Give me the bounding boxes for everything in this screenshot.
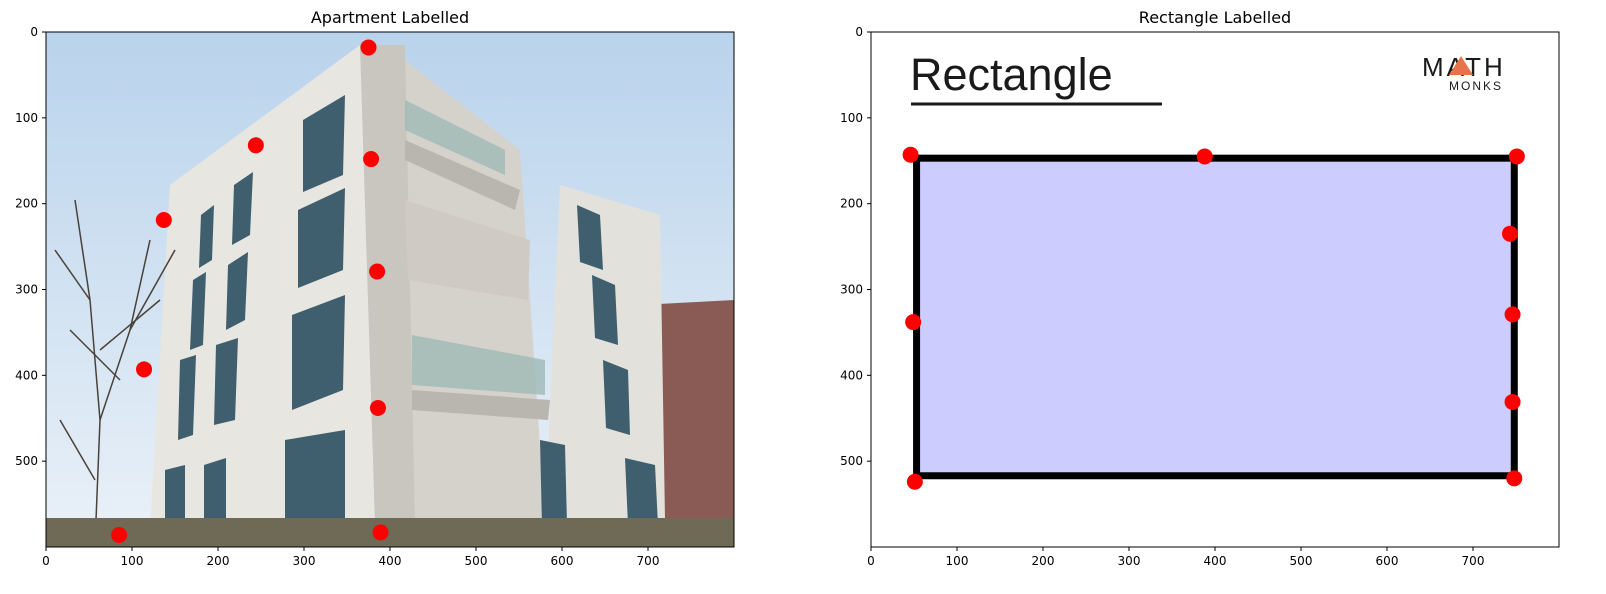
labelled-point xyxy=(136,361,153,378)
x-tick-label: 500 xyxy=(465,554,488,568)
x-tick-label: 400 xyxy=(1204,554,1227,568)
photo-windows xyxy=(165,95,658,540)
photo-balconies xyxy=(405,100,550,420)
x-tick-label: 300 xyxy=(293,554,316,568)
rectangle-heading-text: Rectangle xyxy=(910,49,1113,100)
photo-wall-right xyxy=(545,185,665,520)
left-panel: Apartment Labelled xyxy=(15,8,735,568)
y-tick-label: 500 xyxy=(840,454,863,468)
labelled-point xyxy=(369,263,386,280)
x-tick-label: 100 xyxy=(121,554,144,568)
left-y-axis: 0 100 200 300 400 500 xyxy=(15,25,46,468)
labelled-point xyxy=(1504,306,1521,323)
x-tick-label: 700 xyxy=(1462,554,1485,568)
labelled-point xyxy=(369,399,386,416)
labelled-point xyxy=(1506,470,1523,487)
left-points xyxy=(111,39,389,543)
y-tick-label: 100 xyxy=(15,111,38,125)
photo-tree xyxy=(54,199,176,546)
rectangle-image-heading: Rectangle xyxy=(910,49,1162,106)
labelled-point xyxy=(906,473,923,490)
photo-hedge xyxy=(46,518,734,547)
labelled-point xyxy=(155,211,172,228)
y-tick-label: 500 xyxy=(15,454,38,468)
y-tick-label: 200 xyxy=(840,197,863,211)
labelled-point xyxy=(1196,148,1213,165)
math-monks-logo: MATH MONKS xyxy=(1422,52,1503,93)
rectangle-shape xyxy=(913,154,1518,480)
y-tick-label: 400 xyxy=(840,368,863,382)
right-y-axis: 0 100 200 300 400 500 xyxy=(840,25,871,468)
logo-line2: MONKS xyxy=(1449,79,1503,93)
labelled-point xyxy=(905,314,922,331)
x-tick-label: 100 xyxy=(946,554,969,568)
x-tick-label: 400 xyxy=(379,554,402,568)
x-tick-label: 200 xyxy=(207,554,230,568)
y-tick-label: 300 xyxy=(15,283,38,297)
left-chart-title: Apartment Labelled xyxy=(311,8,469,27)
x-tick-label: 600 xyxy=(1376,554,1399,568)
y-tick-label: 100 xyxy=(840,111,863,125)
x-tick-label: 200 xyxy=(1032,554,1055,568)
labelled-point xyxy=(902,146,919,163)
x-tick-label: 700 xyxy=(637,554,660,568)
labelled-point xyxy=(111,526,128,543)
right-points xyxy=(902,146,1525,490)
apartment-photo xyxy=(46,32,734,547)
y-tick-label: 0 xyxy=(30,25,38,39)
x-tick-label: 0 xyxy=(867,554,875,568)
labelled-point xyxy=(372,524,389,541)
logo-triangle-icon xyxy=(1449,56,1473,75)
labelled-point xyxy=(247,137,264,154)
labelled-point xyxy=(1508,148,1525,165)
y-tick-label: 0 xyxy=(855,25,863,39)
labelled-point xyxy=(363,151,380,168)
x-tick-label: 500 xyxy=(1290,554,1313,568)
labelled-point xyxy=(360,39,377,56)
right-chart-title: Rectangle Labelled xyxy=(1139,8,1291,27)
y-tick-label: 400 xyxy=(15,368,38,382)
x-tick-label: 300 xyxy=(1118,554,1141,568)
left-x-axis: 0 100 200 300 400 500 600 700 xyxy=(42,547,659,568)
y-tick-label: 200 xyxy=(15,197,38,211)
right-panel: Rectangle Labelled Rectangle MATH MONKS … xyxy=(840,8,1560,568)
x-tick-label: 600 xyxy=(551,554,574,568)
labelled-point xyxy=(1504,393,1521,410)
x-tick-label: 0 xyxy=(42,554,50,568)
right-x-axis: 0 100 200 300 400 500 600 700 xyxy=(867,547,1484,568)
y-tick-label: 300 xyxy=(840,283,863,297)
labelled-point xyxy=(1501,225,1518,242)
